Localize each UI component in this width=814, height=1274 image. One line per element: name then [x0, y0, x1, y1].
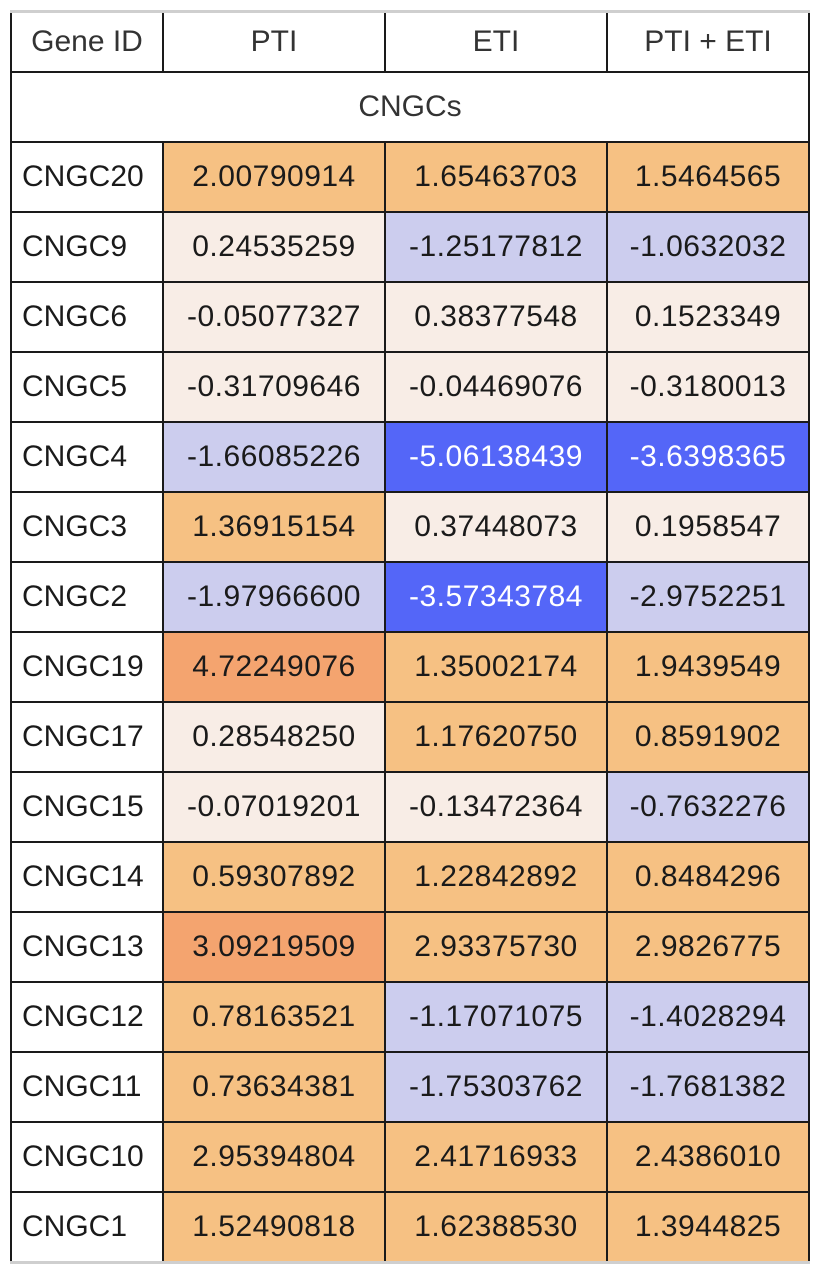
- pti-cell: -1.97966600: [162, 561, 386, 633]
- header-row: Gene ID PTI ETI PTI + ETI: [10, 10, 810, 73]
- group-row: CNGCs: [10, 71, 810, 143]
- eti-cell: -1.25177812: [384, 211, 608, 283]
- eti-cell: 0.37448073: [384, 491, 608, 563]
- table-row: CNGC19 4.72249076 1.35002174 1.9439549: [10, 631, 810, 703]
- pti-cell: -1.66085226: [162, 421, 386, 493]
- gene-id-cell: CNGC10: [10, 1121, 164, 1193]
- pti-eti-cell: -1.4028294: [606, 981, 810, 1053]
- pti-cell: 0.24535259: [162, 211, 386, 283]
- pti-eti-cell: 0.8591902: [606, 701, 810, 773]
- pti-cell: 2.95394804: [162, 1121, 386, 1193]
- header-pti: PTI: [162, 10, 386, 73]
- pti-eti-cell: 2.9826775: [606, 911, 810, 983]
- eti-cell: 2.41716933: [384, 1121, 608, 1193]
- pti-eti-cell: -3.6398365: [606, 421, 810, 493]
- gene-id-cell: CNGC2: [10, 561, 164, 633]
- gene-id-cell: CNGC5: [10, 351, 164, 423]
- pti-cell: 0.73634381: [162, 1051, 386, 1123]
- eti-cell: 1.17620750: [384, 701, 608, 773]
- eti-cell: 1.35002174: [384, 631, 608, 703]
- table-row: CNGC4 -1.66085226 -5.06138439 -3.6398365: [10, 421, 810, 493]
- eti-cell: 2.93375730: [384, 911, 608, 983]
- pti-cell: 0.28548250: [162, 701, 386, 773]
- eti-cell: -0.04469076: [384, 351, 608, 423]
- eti-cell: 1.65463703: [384, 141, 608, 213]
- gene-id-cell: CNGC20: [10, 141, 164, 213]
- pti-cell: 1.52490818: [162, 1191, 386, 1264]
- pti-eti-cell: -2.9752251: [606, 561, 810, 633]
- pti-eti-cell: 0.8484296: [606, 841, 810, 913]
- gene-id-cell: CNGC6: [10, 281, 164, 353]
- table-row: CNGC6 -0.05077327 0.38377548 0.1523349: [10, 281, 810, 353]
- pti-eti-cell: 1.3944825: [606, 1191, 810, 1264]
- gene-id-cell: CNGC14: [10, 841, 164, 913]
- eti-cell: -3.57343784: [384, 561, 608, 633]
- pti-eti-cell: 2.4386010: [606, 1121, 810, 1193]
- gene-id-cell: CNGC12: [10, 981, 164, 1053]
- pti-eti-cell: -1.7681382: [606, 1051, 810, 1123]
- pti-cell: -0.05077327: [162, 281, 386, 353]
- eti-cell: -5.06138439: [384, 421, 608, 493]
- table-row: CNGC9 0.24535259 -1.25177812 -1.0632032: [10, 211, 810, 283]
- pti-eti-cell: 1.5464565: [606, 141, 810, 213]
- table-row: CNGC2 -1.97966600 -3.57343784 -2.9752251: [10, 561, 810, 633]
- table-row: CNGC14 0.59307892 1.22842892 0.8484296: [10, 841, 810, 913]
- table-row: CNGC15 -0.07019201 -0.13472364 -0.7632276: [10, 771, 810, 843]
- pti-eti-cell: -0.7632276: [606, 771, 810, 843]
- gene-id-cell: CNGC19: [10, 631, 164, 703]
- pti-cell: 3.09219509: [162, 911, 386, 983]
- gene-id-cell: CNGC17: [10, 701, 164, 773]
- eti-cell: -1.17071075: [384, 981, 608, 1053]
- pti-cell: -0.31709646: [162, 351, 386, 423]
- eti-cell: -1.75303762: [384, 1051, 608, 1123]
- pti-eti-cell: -0.3180013: [606, 351, 810, 423]
- table-row: CNGC11 0.73634381 -1.75303762 -1.7681382: [10, 1051, 810, 1123]
- expression-table: Gene ID PTI ETI PTI + ETI CNGCs CNGC20 2.…: [10, 10, 810, 1264]
- pti-eti-cell: -1.0632032: [606, 211, 810, 283]
- eti-cell: 0.38377548: [384, 281, 608, 353]
- gene-id-cell: CNGC3: [10, 491, 164, 563]
- pti-eti-cell: 0.1958547: [606, 491, 810, 563]
- pti-cell: 0.59307892: [162, 841, 386, 913]
- table-row: CNGC17 0.28548250 1.17620750 0.8591902: [10, 701, 810, 773]
- table-row: CNGC12 0.78163521 -1.17071075 -1.4028294: [10, 981, 810, 1053]
- table-row: CNGC13 3.09219509 2.93375730 2.9826775: [10, 911, 810, 983]
- pti-cell: 1.36915154: [162, 491, 386, 563]
- header-eti: ETI: [384, 10, 608, 73]
- pti-eti-cell: 0.1523349: [606, 281, 810, 353]
- table-row: CNGC3 1.36915154 0.37448073 0.1958547: [10, 491, 810, 563]
- eti-cell: 1.62388530: [384, 1191, 608, 1264]
- gene-id-cell: CNGC4: [10, 421, 164, 493]
- group-label: CNGCs: [10, 71, 810, 143]
- header-gene-id: Gene ID: [10, 10, 164, 73]
- pti-cell: 2.00790914: [162, 141, 386, 213]
- eti-cell: -0.13472364: [384, 771, 608, 843]
- pti-eti-cell: 1.9439549: [606, 631, 810, 703]
- table-row: CNGC10 2.95394804 2.41716933 2.4386010: [10, 1121, 810, 1193]
- gene-id-cell: CNGC15: [10, 771, 164, 843]
- gene-id-cell: CNGC1: [10, 1191, 164, 1264]
- gene-id-cell: CNGC9: [10, 211, 164, 283]
- pti-cell: 4.72249076: [162, 631, 386, 703]
- table-row: CNGC1 1.52490818 1.62388530 1.3944825: [10, 1191, 810, 1264]
- pti-cell: -0.07019201: [162, 771, 386, 843]
- gene-id-cell: CNGC13: [10, 911, 164, 983]
- table-row: CNGC5 -0.31709646 -0.04469076 -0.3180013: [10, 351, 810, 423]
- eti-cell: 1.22842892: [384, 841, 608, 913]
- table-row: CNGC20 2.00790914 1.65463703 1.5464565: [10, 141, 810, 213]
- gene-id-cell: CNGC11: [10, 1051, 164, 1123]
- header-pti-eti: PTI + ETI: [606, 10, 810, 73]
- pti-cell: 0.78163521: [162, 981, 386, 1053]
